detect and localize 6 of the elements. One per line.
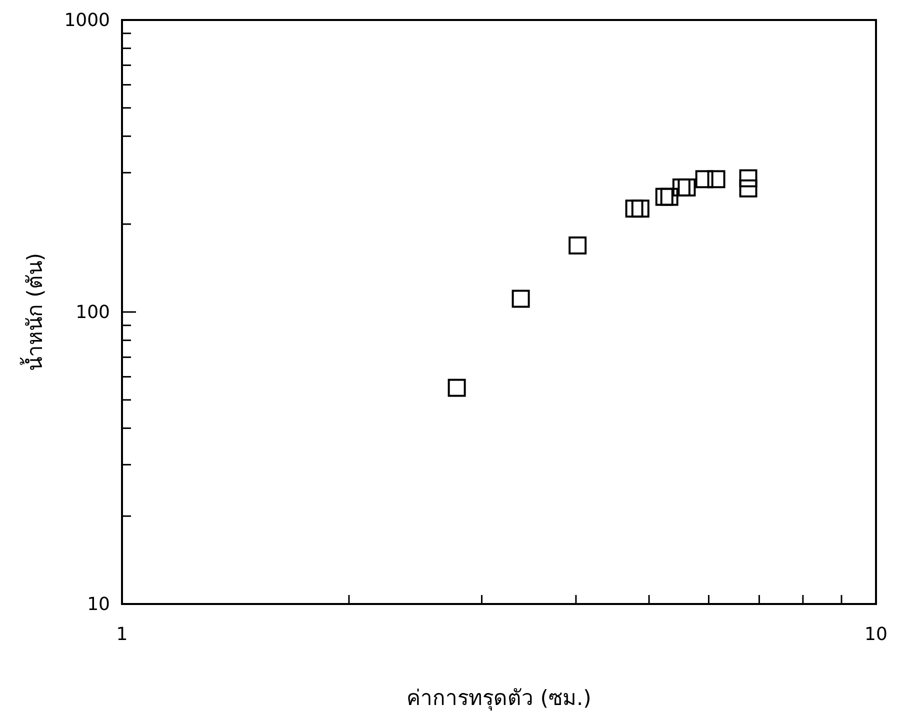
x-axis-title: ค่าการทรุดตัว (ซม.) [406, 686, 592, 711]
y-tick-label: 1000 [64, 10, 110, 31]
y-axis-title: น้ำหนัก (ตัน) [20, 252, 47, 372]
y-tick-label: 100 [76, 302, 110, 323]
y-tick-label: 10 [87, 594, 110, 615]
x-tick-label: 1 [116, 624, 128, 645]
